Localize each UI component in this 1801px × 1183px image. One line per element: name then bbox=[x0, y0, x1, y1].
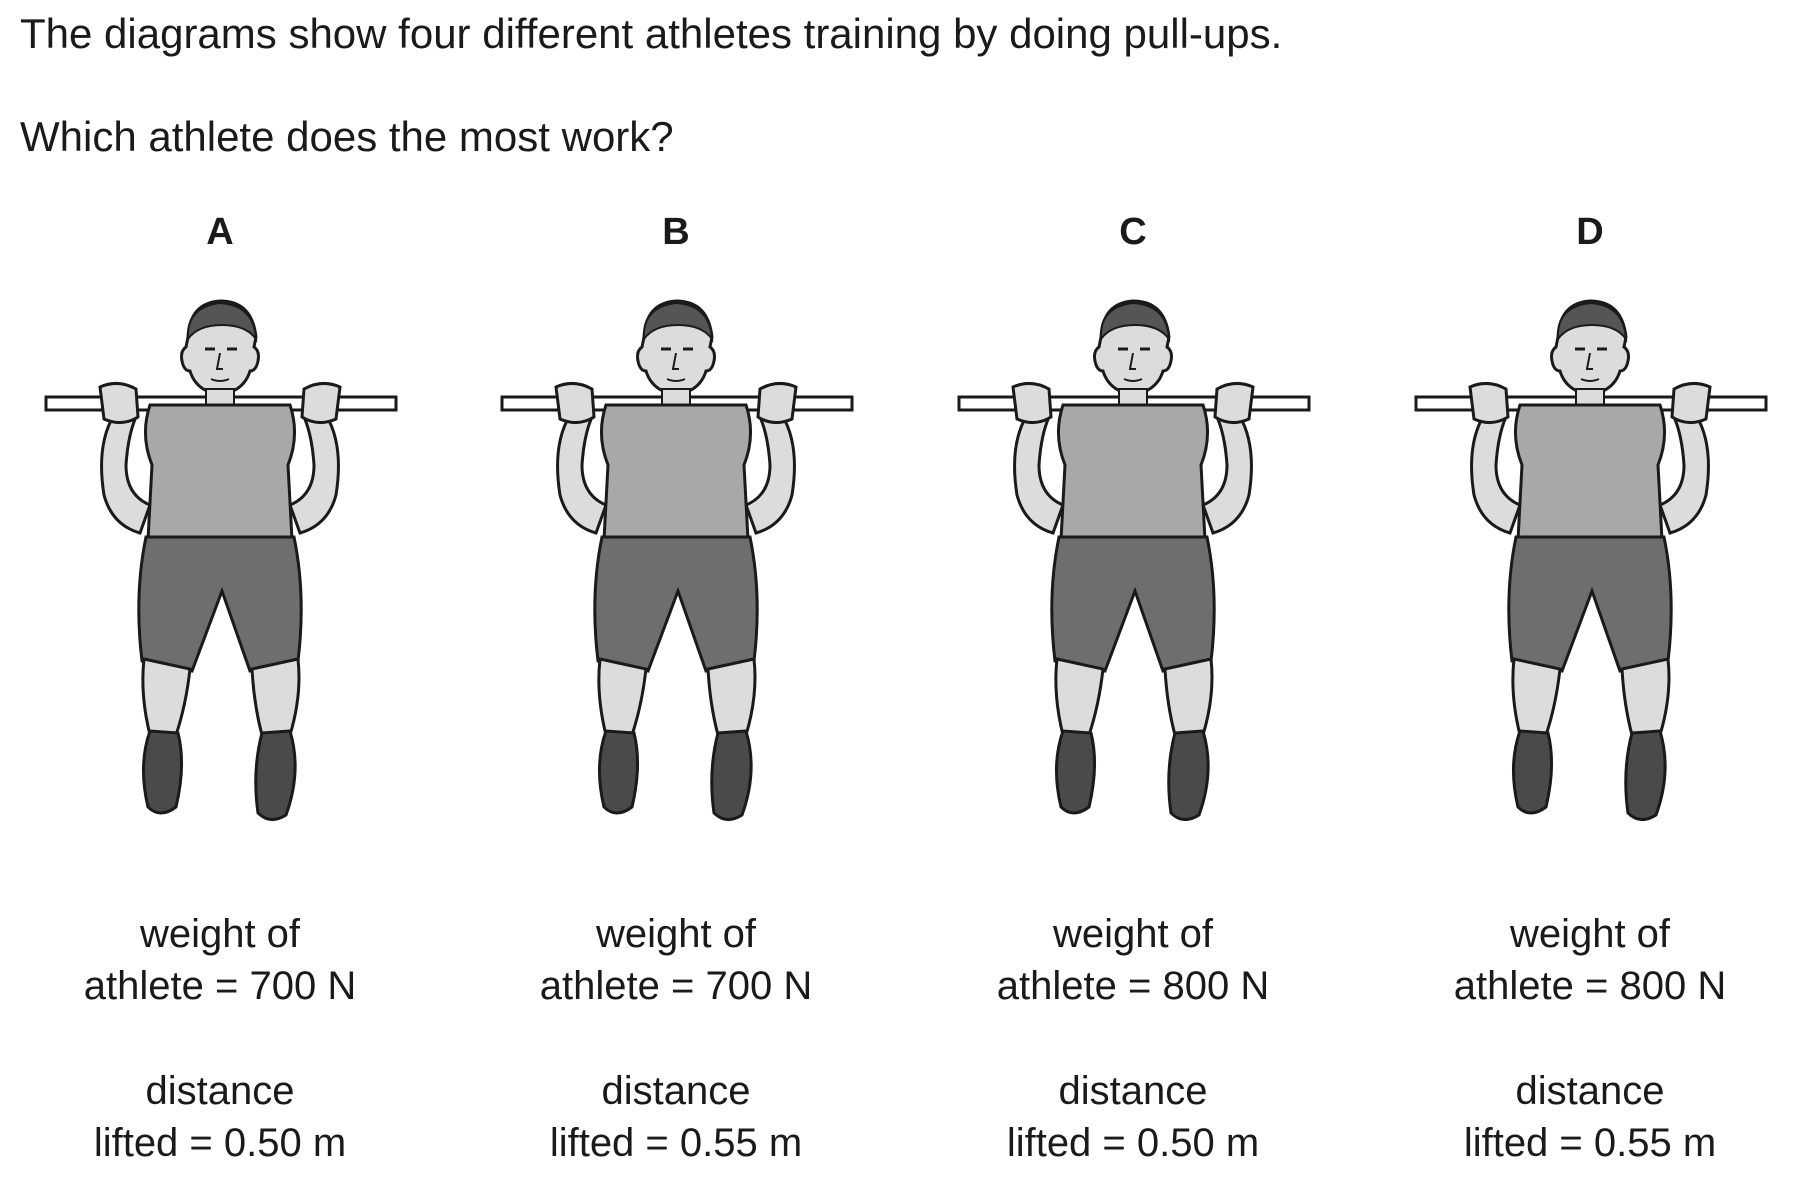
distance-label: distance bbox=[1515, 1069, 1665, 1113]
left-arm bbox=[1013, 413, 1065, 535]
distance-value: lifted = 0.50 m bbox=[93, 1121, 347, 1165]
right-shoe bbox=[710, 729, 753, 821]
left-hand bbox=[1011, 382, 1053, 424]
right-shoe bbox=[1167, 729, 1210, 821]
weight-label: weight of bbox=[595, 912, 757, 956]
left-hand bbox=[1468, 382, 1510, 424]
athlete-pullup-illustration bbox=[0, 295, 440, 855]
right-leg bbox=[1620, 657, 1671, 737]
shirt bbox=[1514, 403, 1666, 542]
right-leg bbox=[706, 657, 757, 737]
head bbox=[1550, 299, 1630, 397]
right-shoe bbox=[1624, 729, 1667, 821]
weight-value: athlete = 800 N bbox=[1453, 964, 1727, 1008]
shirt bbox=[600, 403, 752, 542]
option-letter: A bbox=[206, 211, 234, 253]
right-leg bbox=[250, 657, 301, 737]
left-hand bbox=[98, 382, 140, 424]
left-shoe bbox=[597, 729, 640, 815]
distance-value: lifted = 0.50 m bbox=[1006, 1121, 1260, 1165]
left-shoe bbox=[1511, 729, 1554, 815]
right-hand bbox=[1670, 382, 1712, 424]
right-arm bbox=[1201, 413, 1253, 535]
shirt bbox=[1057, 403, 1209, 542]
left-shoe bbox=[141, 729, 184, 815]
distance-label: distance bbox=[1058, 1069, 1208, 1113]
question-prompt: Which athlete does the most work? bbox=[20, 113, 674, 160]
weight-value: athlete = 700 N bbox=[83, 964, 357, 1008]
question-text-line-1: The diagrams show four different athlete… bbox=[20, 10, 1283, 57]
distance-label: distance bbox=[601, 1069, 751, 1113]
right-hand bbox=[300, 382, 342, 424]
shorts bbox=[1050, 535, 1216, 673]
right-leg bbox=[1163, 657, 1214, 737]
shorts bbox=[593, 535, 759, 673]
right-hand bbox=[1213, 382, 1255, 424]
weight-label: weight of bbox=[139, 912, 301, 956]
left-arm bbox=[556, 413, 608, 535]
left-arm bbox=[100, 413, 152, 535]
right-arm bbox=[1658, 413, 1710, 535]
head bbox=[636, 299, 716, 397]
distance-value: lifted = 0.55 m bbox=[1463, 1121, 1717, 1165]
distance-label: distance bbox=[145, 1069, 295, 1113]
right-arm bbox=[744, 413, 796, 535]
right-hand bbox=[756, 382, 798, 424]
athlete-pullup-illustration bbox=[456, 295, 896, 855]
distance-value: lifted = 0.55 m bbox=[549, 1121, 803, 1165]
left-arm bbox=[1470, 413, 1522, 535]
right-shoe bbox=[254, 729, 297, 821]
left-shoe bbox=[1054, 729, 1097, 815]
right-arm bbox=[288, 413, 340, 535]
weight-value: athlete = 700 N bbox=[539, 964, 813, 1008]
left-leg bbox=[597, 657, 648, 737]
shorts bbox=[137, 535, 303, 673]
athlete-pullup-illustration bbox=[913, 295, 1353, 855]
weight-label: weight of bbox=[1052, 912, 1214, 956]
option-letter: D bbox=[1576, 211, 1604, 253]
option-letter: C bbox=[1119, 211, 1147, 253]
shirt bbox=[144, 403, 296, 542]
head bbox=[1093, 299, 1173, 397]
head bbox=[180, 299, 260, 397]
left-leg bbox=[1511, 657, 1562, 737]
left-leg bbox=[141, 657, 192, 737]
shorts bbox=[1507, 535, 1673, 673]
weight-label: weight of bbox=[1509, 912, 1671, 956]
left-hand bbox=[554, 382, 596, 424]
athlete-pullup-illustration bbox=[1370, 295, 1801, 855]
option-letter: B bbox=[662, 211, 690, 253]
left-leg bbox=[1054, 657, 1105, 737]
weight-value: athlete = 800 N bbox=[996, 964, 1270, 1008]
